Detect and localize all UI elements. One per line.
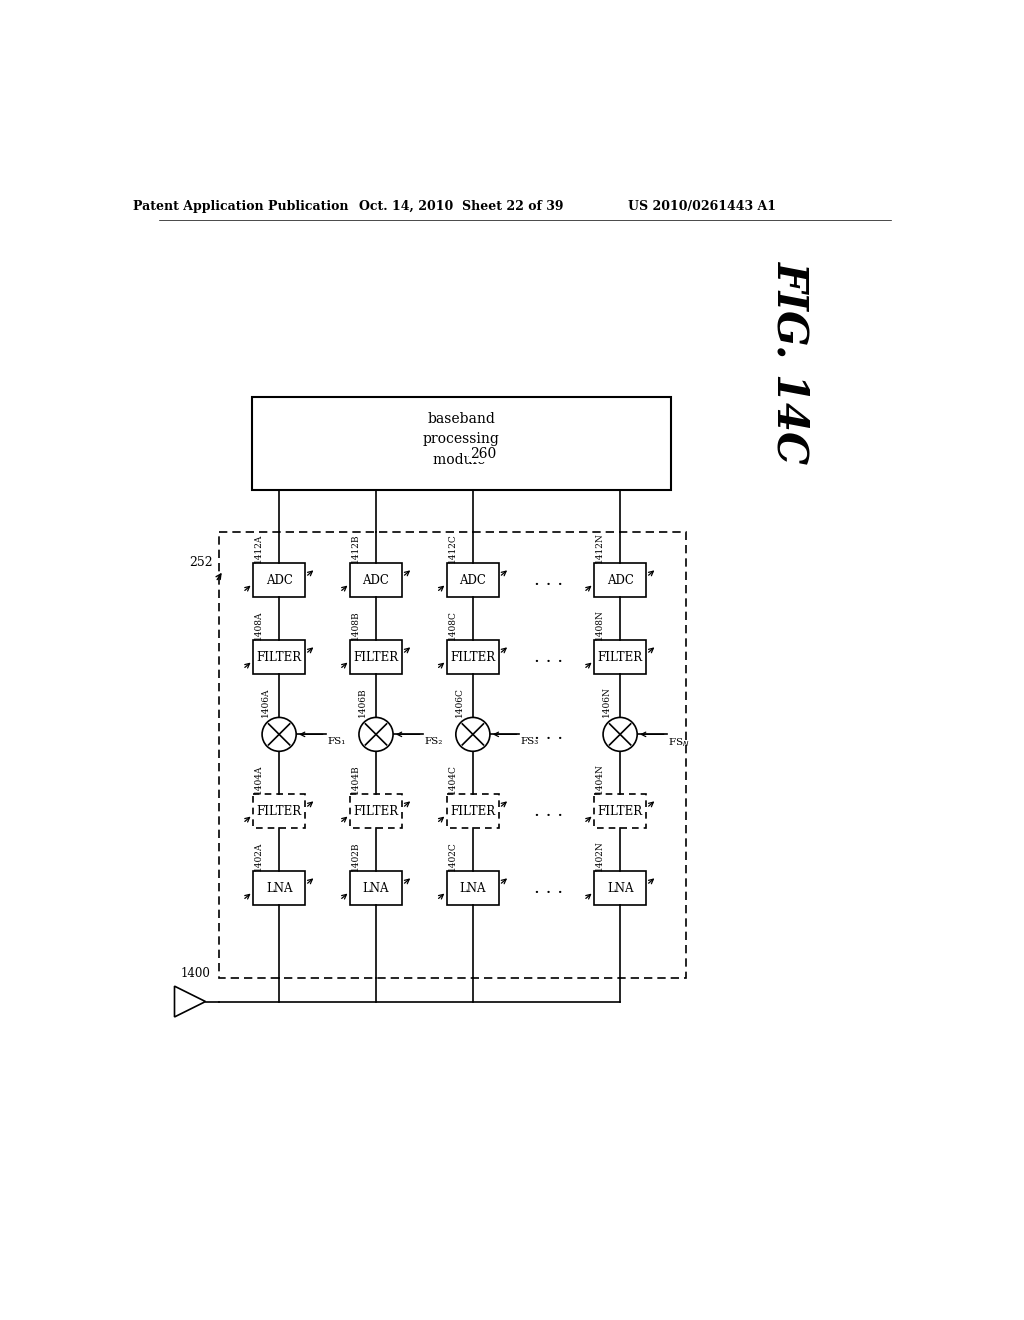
Text: 1406C: 1406C	[455, 686, 464, 717]
Bar	[446, 795, 500, 829]
Text: FILTER: FILTER	[257, 651, 302, 664]
Text: 252: 252	[189, 556, 213, 569]
Text: FILTER: FILTER	[598, 805, 643, 818]
Text: . . .: . . .	[535, 648, 563, 667]
Text: FILTER: FILTER	[353, 651, 398, 664]
Text: baseband
processing
module: baseband processing module	[423, 412, 500, 467]
Bar	[594, 640, 646, 675]
Bar	[349, 871, 402, 906]
Text: ADC: ADC	[460, 574, 486, 587]
Text: 1412C: 1412C	[449, 533, 457, 562]
Text: LNA: LNA	[266, 882, 293, 895]
Text: Oct. 14, 2010  Sheet 22 of 39: Oct. 14, 2010 Sheet 22 of 39	[359, 199, 563, 213]
Bar	[594, 871, 646, 906]
Text: FILTER: FILTER	[451, 651, 496, 664]
Polygon shape	[174, 986, 206, 1016]
Bar	[446, 564, 500, 597]
Text: LNA: LNA	[607, 882, 634, 895]
Bar	[253, 640, 305, 675]
Text: 260: 260	[470, 447, 496, 461]
Text: LNA: LNA	[460, 882, 486, 895]
Bar	[349, 640, 402, 675]
Text: 1412B: 1412B	[351, 533, 360, 562]
Text: FILTER: FILTER	[353, 805, 398, 818]
Text: FILTER: FILTER	[257, 805, 302, 818]
Text: FS₃: FS₃	[521, 737, 540, 746]
Text: 1402A: 1402A	[254, 841, 263, 871]
Bar	[253, 871, 305, 906]
Text: ADC: ADC	[606, 574, 634, 587]
Text: FILTER: FILTER	[598, 651, 643, 664]
Text: LNA: LNA	[362, 882, 389, 895]
Text: FS₂: FS₂	[424, 737, 442, 746]
Text: 1404A: 1404A	[254, 764, 263, 793]
Circle shape	[456, 718, 489, 751]
Text: 1412A: 1412A	[254, 533, 263, 562]
Bar	[594, 564, 646, 597]
Text: 1408B: 1408B	[351, 610, 360, 640]
Text: 1402B: 1402B	[351, 841, 360, 871]
Text: 1402C: 1402C	[449, 841, 457, 871]
Bar	[349, 795, 402, 829]
Text: FS$_N$: FS$_N$	[669, 737, 690, 750]
Bar	[252, 397, 671, 490]
Bar	[349, 564, 402, 597]
Text: ADC: ADC	[265, 574, 293, 587]
Text: . . .: . . .	[535, 879, 563, 898]
Text: FIG. 14C: FIG. 14C	[770, 261, 812, 465]
Text: 1404C: 1404C	[449, 764, 457, 793]
Bar	[446, 640, 500, 675]
Circle shape	[262, 718, 296, 751]
Text: Patent Application Publication: Patent Application Publication	[133, 199, 348, 213]
Bar	[253, 564, 305, 597]
Text: FILTER: FILTER	[451, 805, 496, 818]
Text: 1404B: 1404B	[351, 764, 360, 793]
Bar	[594, 795, 646, 829]
Text: 1400: 1400	[180, 968, 211, 979]
Bar	[219, 532, 686, 978]
Text: 1406A: 1406A	[261, 688, 270, 717]
Text: . . .: . . .	[535, 572, 563, 589]
Text: 1406B: 1406B	[358, 686, 368, 717]
Text: ADC: ADC	[362, 574, 389, 587]
Text: 1406N: 1406N	[602, 686, 611, 717]
Text: 1408A: 1408A	[254, 610, 263, 640]
Circle shape	[359, 718, 393, 751]
Bar	[253, 795, 305, 829]
Text: 1404N: 1404N	[595, 763, 604, 793]
Text: US 2010/0261443 A1: US 2010/0261443 A1	[628, 199, 775, 213]
Text: 1402N: 1402N	[595, 840, 604, 871]
Text: . . .: . . .	[535, 803, 563, 820]
Circle shape	[603, 718, 637, 751]
Text: FS₁: FS₁	[328, 737, 345, 746]
Text: 1412N: 1412N	[595, 532, 604, 562]
Text: . . .: . . .	[535, 726, 563, 743]
Text: 1408C: 1408C	[449, 610, 457, 640]
Text: 1408N: 1408N	[595, 609, 604, 640]
Bar	[446, 871, 500, 906]
